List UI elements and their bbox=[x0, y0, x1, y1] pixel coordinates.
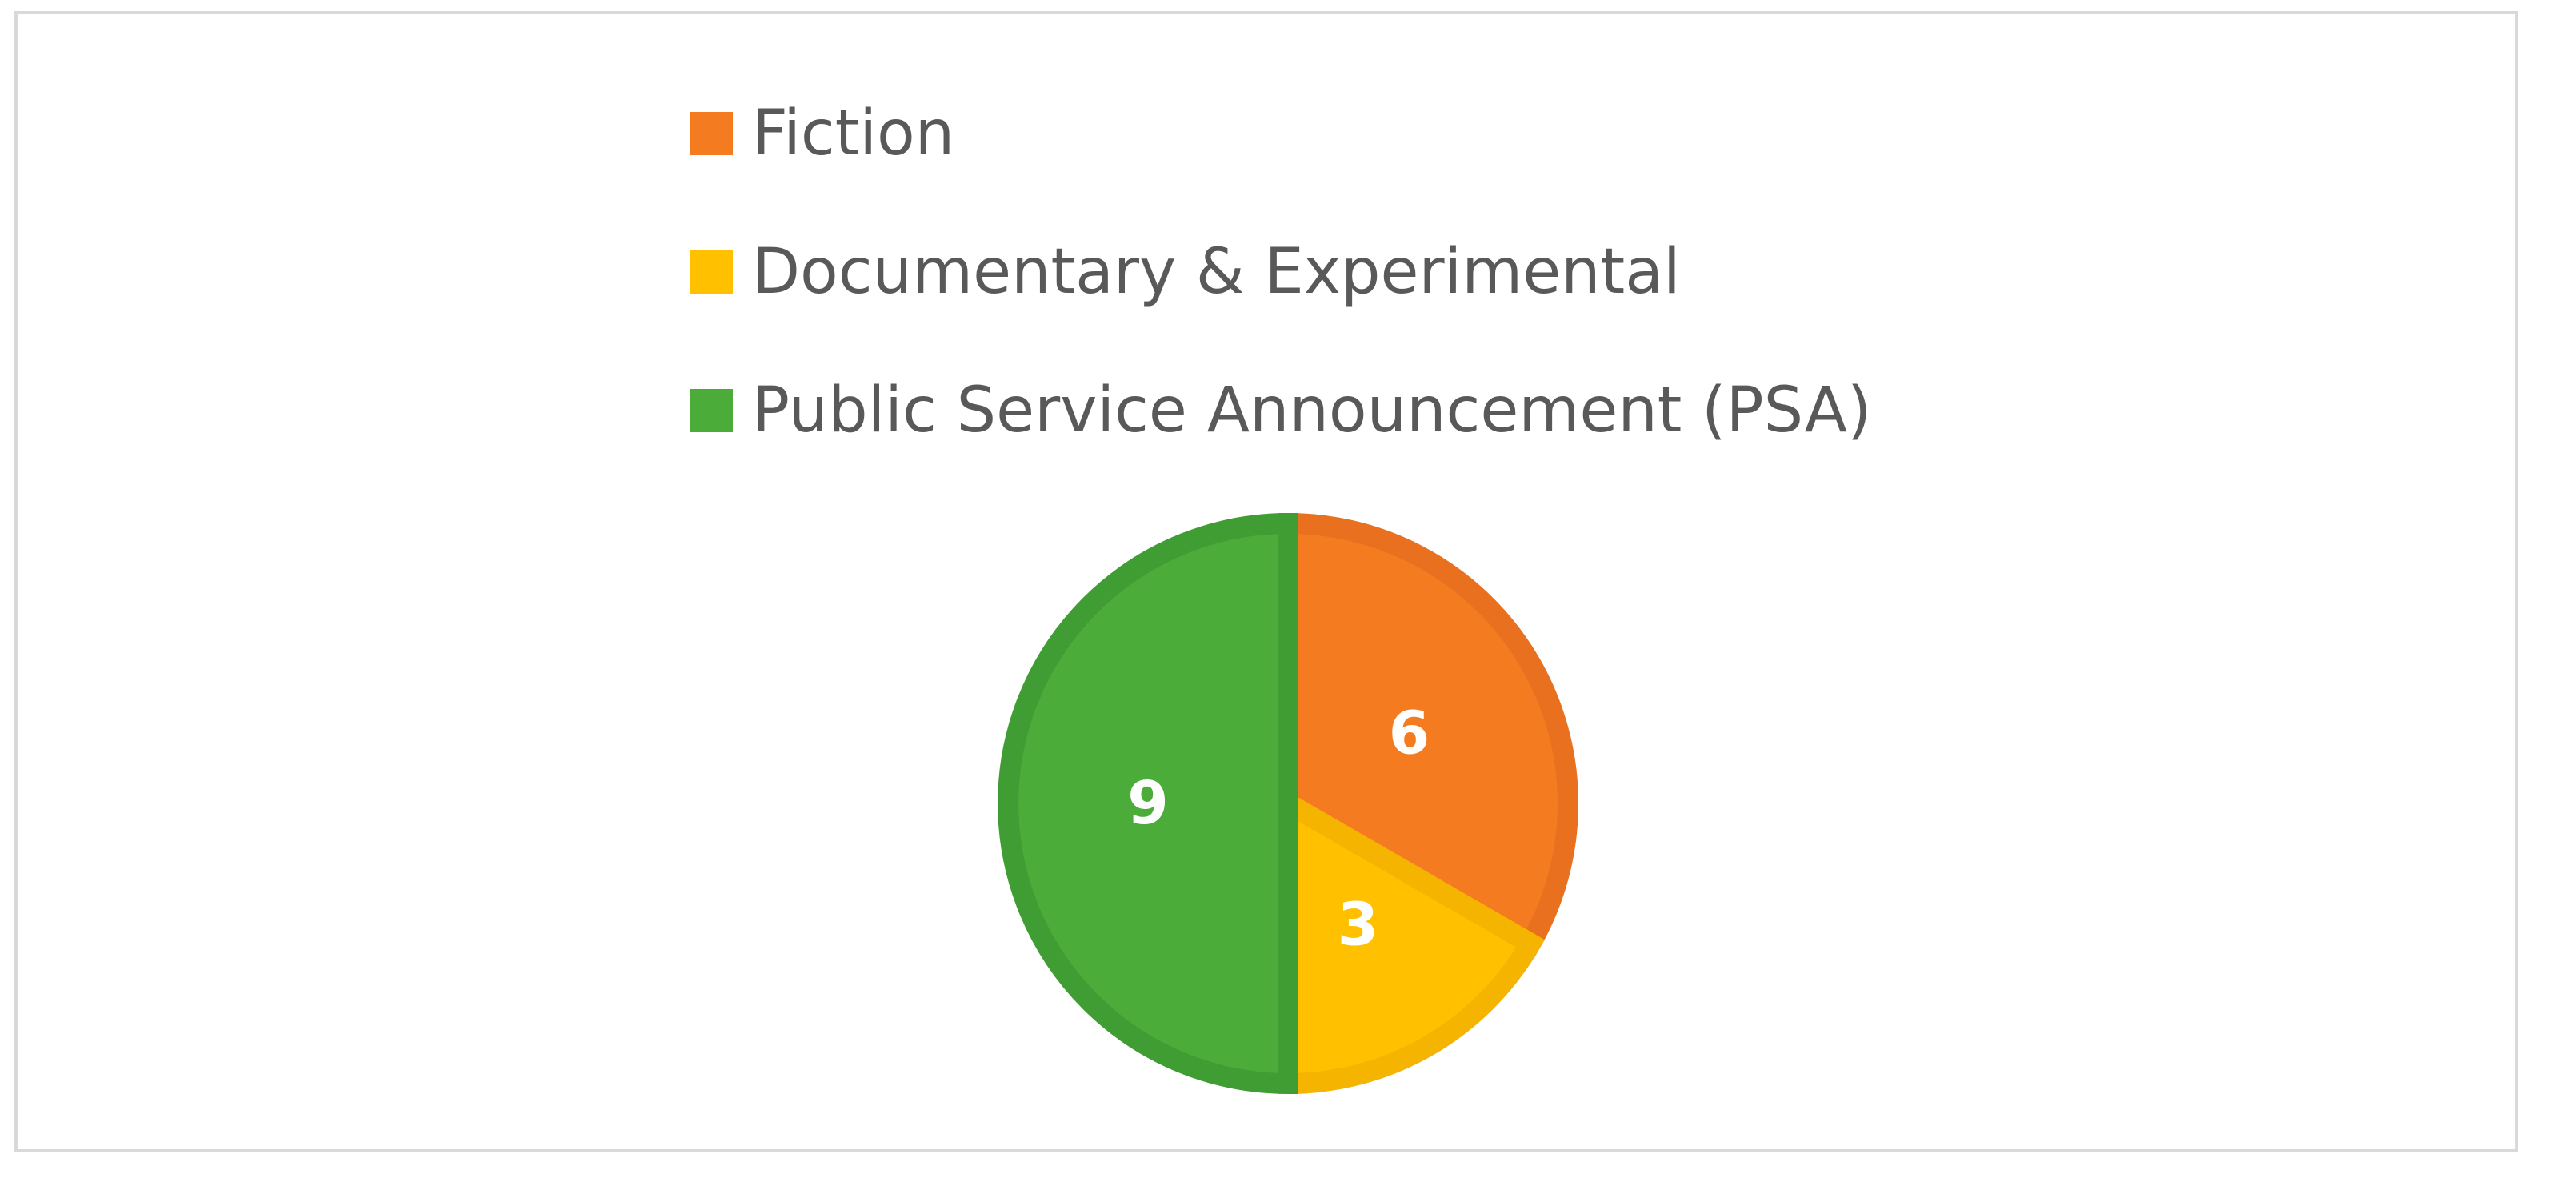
data-label-documentary-experimental: 3 bbox=[1338, 891, 1379, 960]
data-label-fiction: 6 bbox=[1389, 699, 1430, 768]
legend-swatch-fiction bbox=[690, 111, 733, 155]
legend-label-fiction: Fiction bbox=[752, 97, 955, 170]
legend-item-fiction: Fiction bbox=[690, 64, 1871, 202]
legend-item-psa: Public Service Announcement (PSA) bbox=[690, 341, 1871, 479]
pie-slice-documentary-experimental bbox=[1278, 785, 1545, 1095]
legend-swatch-psa bbox=[690, 388, 733, 432]
legend-swatch-documentary bbox=[690, 250, 733, 294]
legend-label-documentary: Documentary & Experimental bbox=[752, 235, 1681, 308]
legend: Fiction Documentary & Experimental Publi… bbox=[690, 64, 1871, 479]
legend-item-documentary: Documentary & Experimental bbox=[690, 202, 1871, 341]
data-label-public-service-announcement-psa: 9 bbox=[1127, 769, 1169, 838]
legend-label-psa: Public Service Announcement (PSA) bbox=[752, 374, 1872, 447]
pie-slice-public-service-announcement-psa bbox=[998, 512, 1298, 1095]
